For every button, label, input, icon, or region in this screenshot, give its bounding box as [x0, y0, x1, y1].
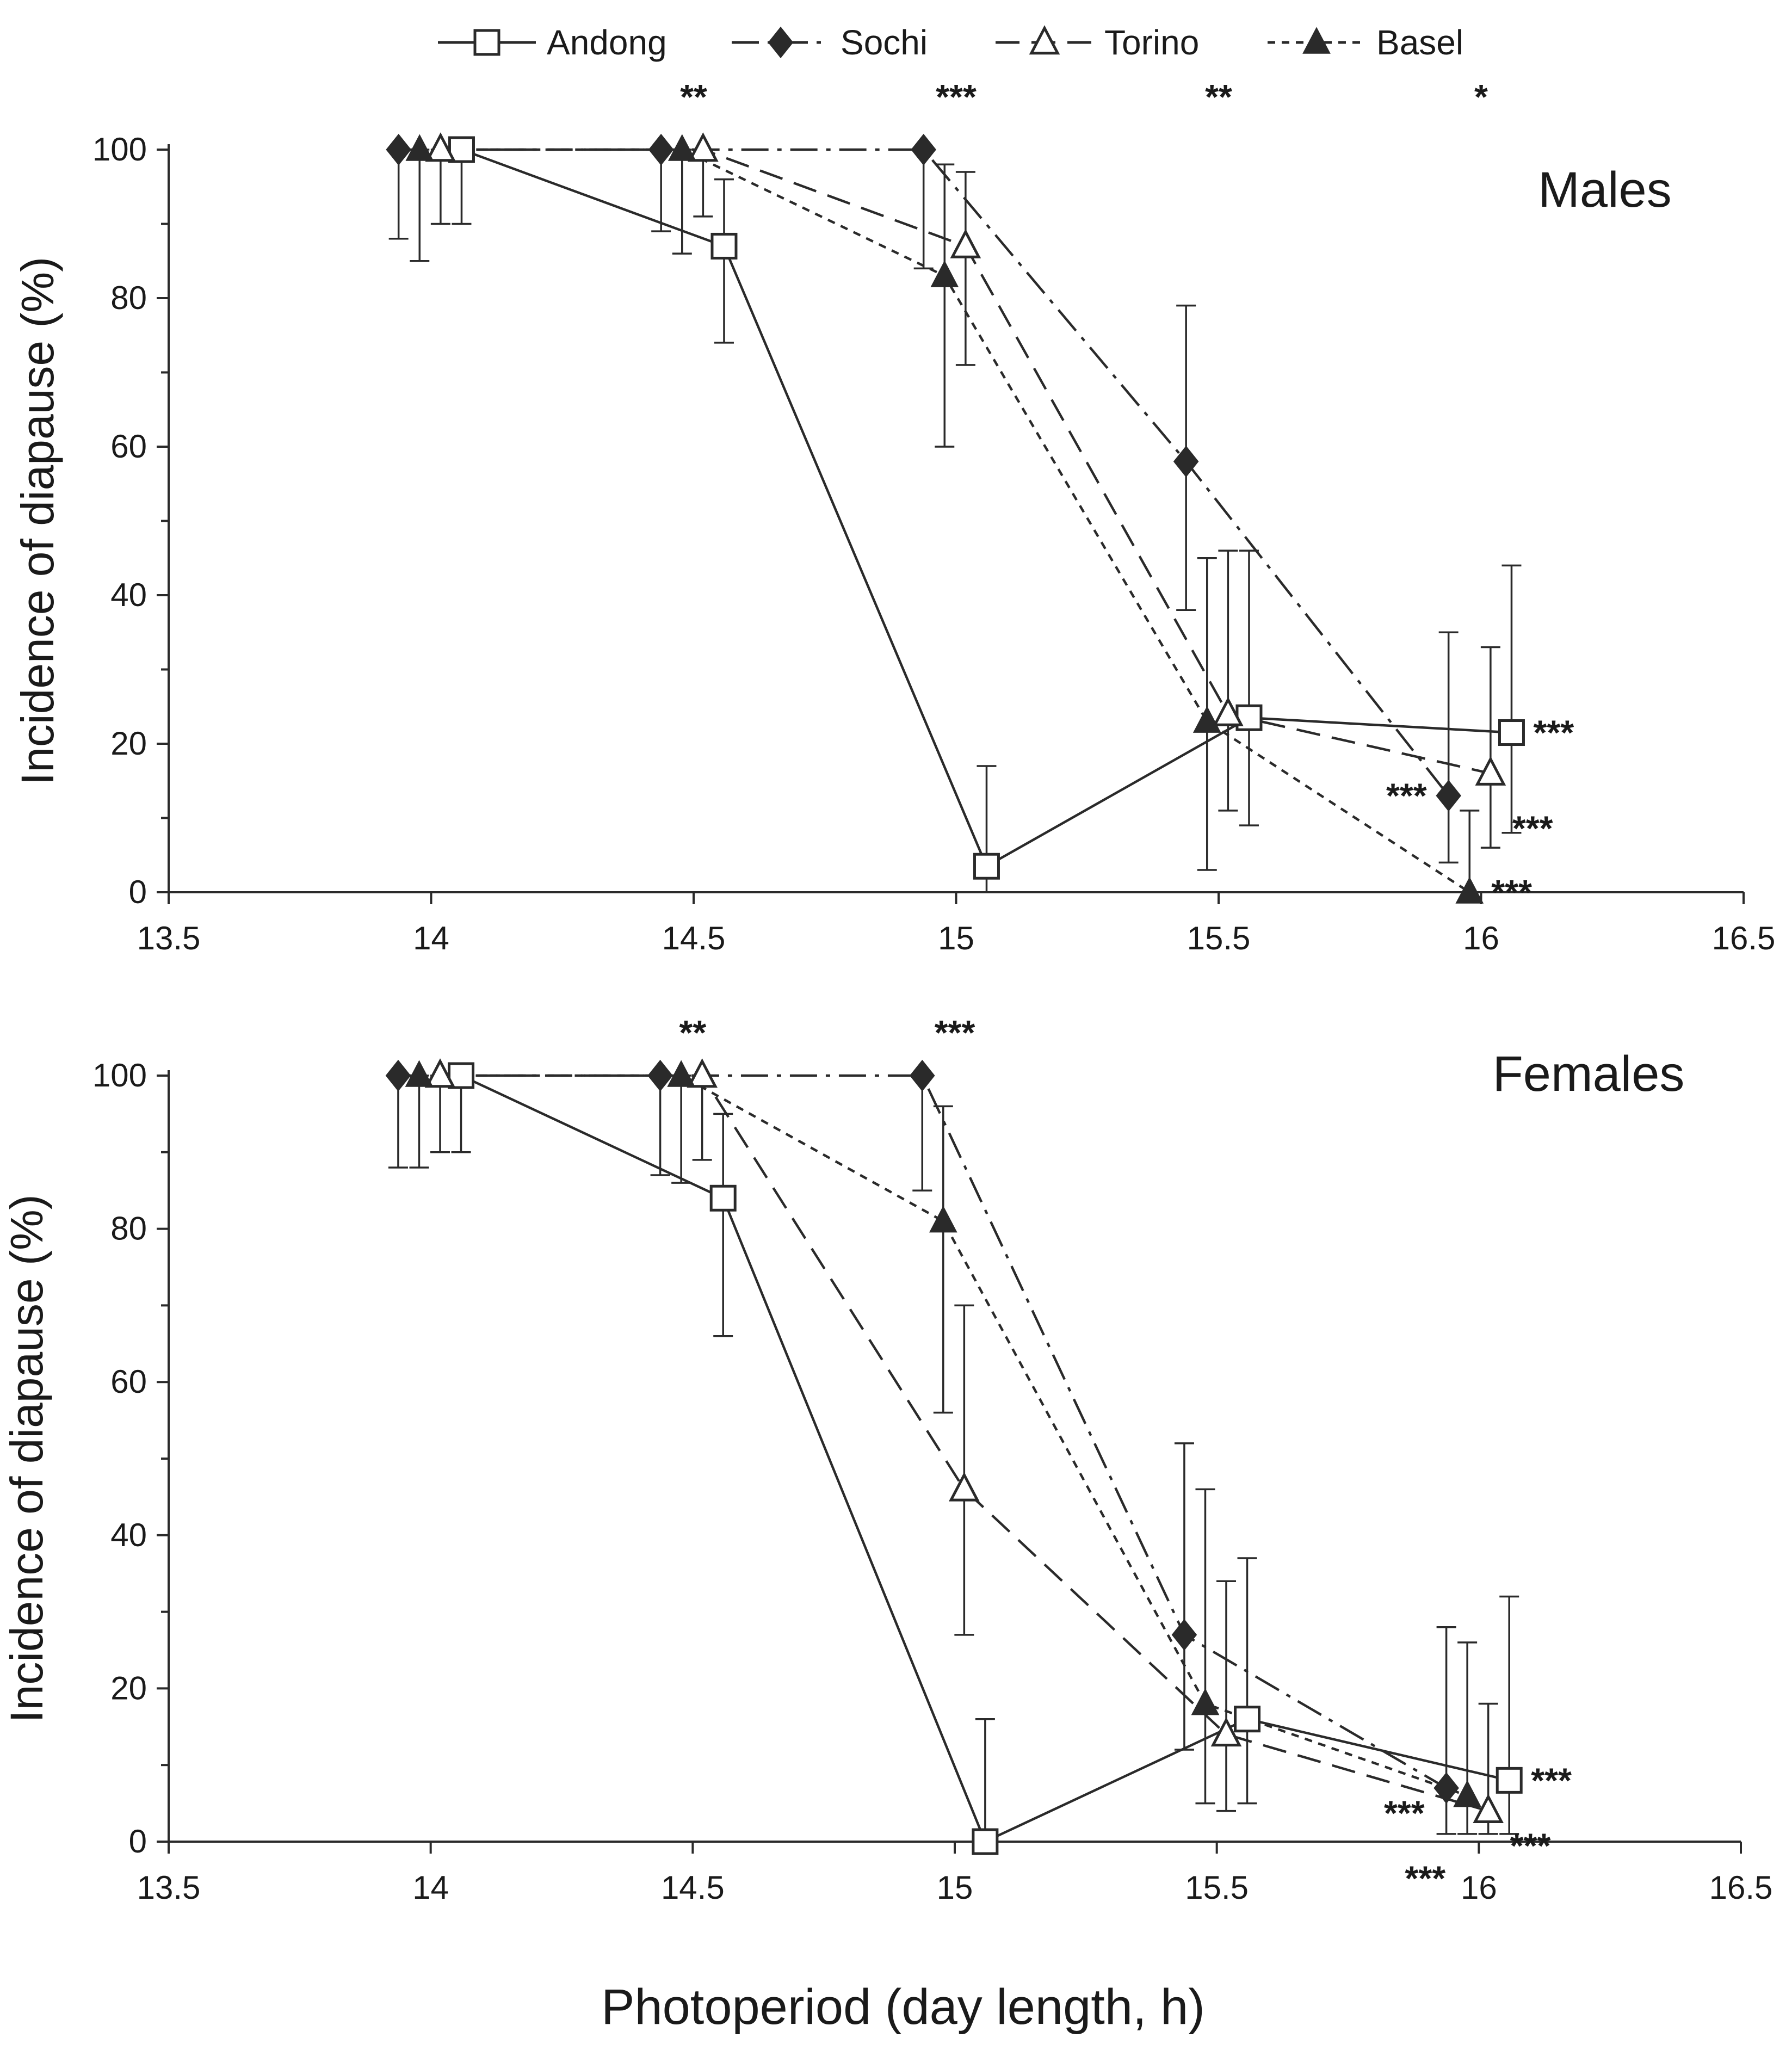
x-tick-label: 14 — [413, 920, 449, 956]
legend-marker-sochi — [768, 26, 794, 59]
data-point-torino — [950, 229, 981, 258]
data-point-sochi — [385, 1059, 411, 1092]
legend-label-sochi: Sochi — [841, 23, 928, 62]
x-axis-label: Photoperiod (day length, h) — [601, 1979, 1205, 2035]
point-annotation-andong: *** — [1531, 1761, 1572, 1800]
point-annotation-torino: *** — [1510, 1826, 1551, 1865]
data-point-sochi — [909, 1059, 935, 1092]
point-annotation-basel: *** — [1405, 1858, 1445, 1898]
data-point-torino — [1473, 1793, 1504, 1823]
y-axis-label: Incidence of diapause (%) — [1, 1194, 52, 1722]
data-point-basel — [1455, 876, 1484, 904]
significance-label: ** — [1205, 77, 1232, 116]
data-point-sochi — [1171, 1619, 1197, 1651]
x-tick-label: 14.5 — [661, 1869, 725, 1906]
x-tick-label: 16 — [1463, 920, 1499, 956]
significance-label: *** — [936, 77, 977, 116]
data-point-sochi — [386, 133, 411, 166]
data-point-andong — [973, 853, 1000, 880]
y-tick-label: 20 — [110, 725, 147, 762]
legend-label-torino: Torino — [1104, 23, 1199, 62]
data-point-sochi — [1433, 1772, 1459, 1804]
series-line-andong — [461, 148, 1512, 868]
x-tick-label: 14.5 — [662, 920, 726, 956]
panel-title: Males — [1538, 162, 1671, 218]
data-point-sochi — [1436, 780, 1461, 812]
series-line-torino — [440, 1074, 1489, 1812]
data-point-basel — [929, 1205, 957, 1233]
y-tick-label: 60 — [110, 428, 147, 465]
data-point-andong — [710, 232, 738, 260]
data-point-torino — [949, 1472, 980, 1502]
data-point-basel — [1453, 1780, 1481, 1807]
legend-label-andong: Andong — [547, 23, 667, 62]
point-annotation-andong: *** — [1533, 713, 1574, 752]
data-point-sochi — [648, 133, 674, 166]
x-tick-label: 15 — [937, 1869, 973, 1906]
data-point-basel — [668, 134, 696, 161]
y-tick-label: 60 — [110, 1363, 147, 1400]
data-point-andong — [1498, 719, 1525, 746]
panel-males: 0 20 40 60 80 100 13.5 14 14.5 15 15.5 16 16.5 Incide… — [12, 77, 1775, 956]
y-tick-label: 20 — [110, 1670, 147, 1706]
point-annotation-basel: *** — [1491, 873, 1532, 912]
x-tick-label: 13.5 — [137, 1869, 201, 1906]
data-point-andong — [1235, 704, 1263, 731]
data-point-basel — [1192, 706, 1221, 733]
y-tick-label: 0 — [129, 874, 147, 910]
legend-marker-basel — [1302, 27, 1331, 54]
data-point-andong — [1496, 1767, 1523, 1794]
data-point-basel — [667, 1060, 695, 1087]
y-tick-label: 80 — [110, 280, 147, 316]
data-point-basel — [405, 134, 434, 161]
data-point-sochi — [647, 1059, 673, 1092]
x-tick-label: 15.5 — [1185, 1869, 1249, 1906]
data-point-torino — [424, 1058, 456, 1088]
data-point-andong — [1234, 1706, 1261, 1733]
series-line-basel — [419, 1074, 1468, 1797]
y-tick-label: 100 — [92, 131, 147, 168]
legend: Andong Sochi Torino Basel — [438, 23, 1463, 62]
data-point-sochi — [911, 133, 936, 166]
y-tick-label: 40 — [110, 577, 147, 613]
significance-label: ** — [680, 77, 707, 116]
data-point-torino — [1475, 756, 1506, 786]
x-tick-label: 16 — [1461, 1869, 1497, 1906]
data-point-torino — [688, 132, 719, 162]
data-point-sochi — [1173, 446, 1199, 478]
significance-label: * — [1474, 77, 1488, 116]
x-tick-label: 14 — [412, 1869, 449, 1906]
x-tick-label: 15 — [938, 920, 974, 956]
data-point-basel — [1191, 1688, 1220, 1715]
data-point-basel — [930, 260, 959, 287]
data-point-torino — [1210, 1717, 1242, 1747]
y-tick-label: 40 — [110, 1517, 147, 1553]
y-tick-label: 80 — [110, 1211, 147, 1247]
x-tick-label: 13.5 — [137, 920, 201, 956]
point-annotation-sochi: *** — [1384, 1793, 1425, 1832]
x-tick-label: 16.5 — [1709, 1869, 1773, 1906]
point-annotation-torino: *** — [1512, 809, 1553, 848]
panel-females: 0 20 40 60 80 100 13.5 14 14.5 15 15.5 16 16.5 Incide… — [1, 1013, 1772, 1906]
data-point-basel — [405, 1060, 434, 1087]
data-point-torino — [687, 1058, 718, 1088]
data-point-torino — [1213, 696, 1244, 726]
legend-marker-torino — [1029, 25, 1060, 55]
x-tick-label: 15.5 — [1187, 920, 1251, 956]
legend-label-basel: Basel — [1376, 23, 1463, 62]
x-tick-label: 16.5 — [1712, 920, 1776, 956]
data-point-andong — [709, 1184, 737, 1212]
legend-marker-andong — [473, 29, 500, 56]
series-line-sochi — [398, 1074, 1447, 1789]
y-axis-label: Incidence of diapause (%) — [12, 257, 63, 785]
significance-label: ** — [679, 1013, 706, 1052]
point-annotation-sochi: *** — [1386, 776, 1427, 816]
data-point-torino — [425, 132, 456, 162]
y-tick-label: 0 — [129, 1823, 147, 1860]
significance-label: *** — [935, 1013, 975, 1052]
panel-title: Females — [1493, 1046, 1685, 1102]
data-point-andong — [972, 1828, 999, 1855]
y-tick-label: 100 — [92, 1057, 147, 1094]
